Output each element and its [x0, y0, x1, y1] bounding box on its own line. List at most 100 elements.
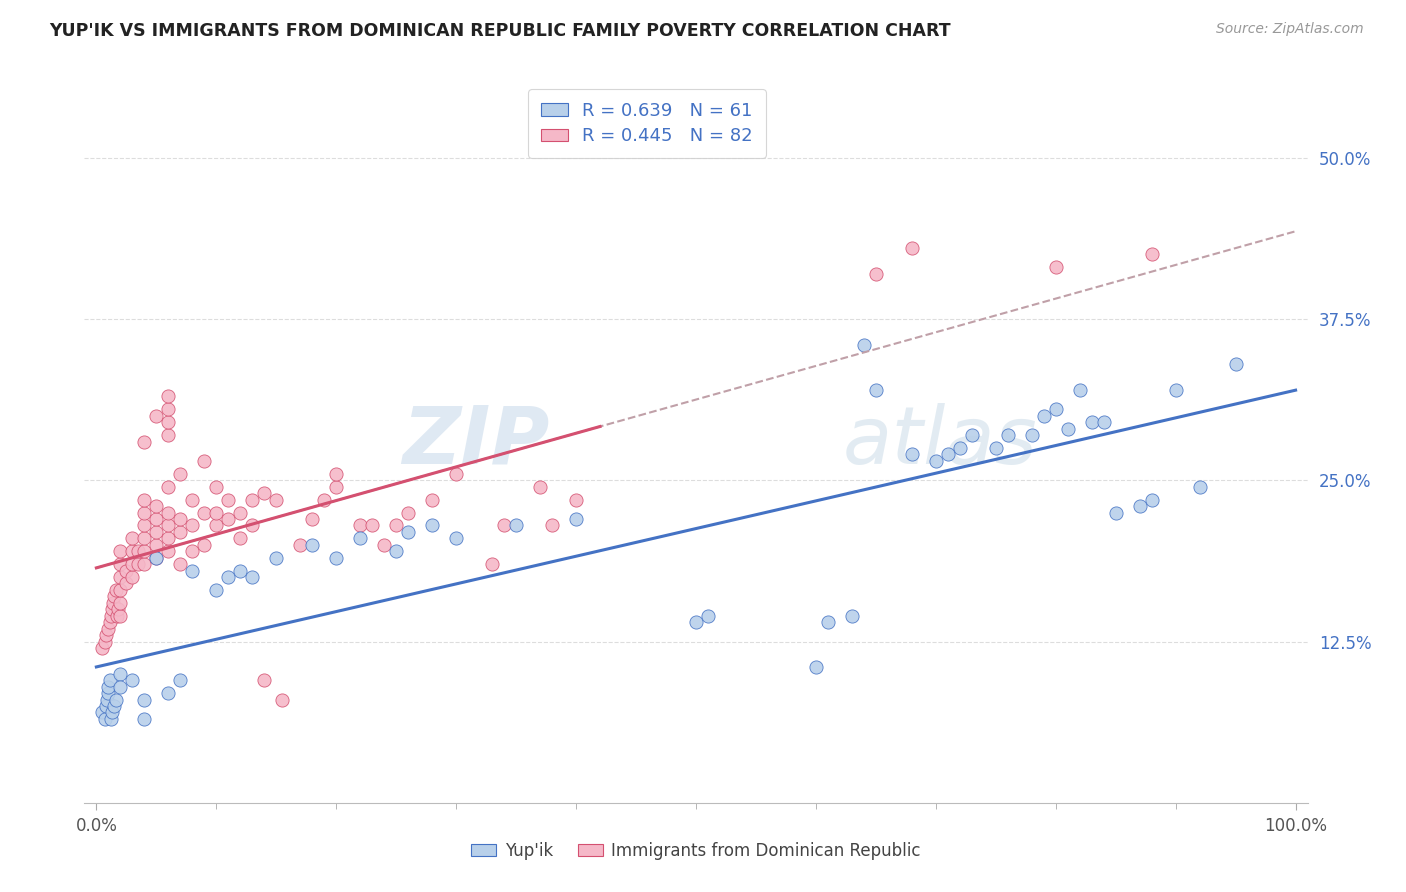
Point [852, 338, 875, 352]
Point [107, 602, 129, 616]
Point [157, 544, 180, 558]
Point [193, 506, 215, 520]
Point [181, 492, 204, 507]
Point [145, 524, 167, 539]
Point [565, 492, 588, 507]
Point [101, 706, 124, 720]
Point [217, 512, 239, 526]
Point [325, 480, 347, 494]
Point [157, 428, 180, 442]
Point [134, 712, 156, 726]
Point [817, 615, 839, 630]
Point [1045, 260, 1067, 275]
Point [98, 673, 121, 688]
Point [110, 596, 132, 610]
Point [91, 640, 114, 655]
Point [100, 608, 122, 623]
Point [264, 492, 287, 507]
Point [1129, 499, 1152, 513]
Point [104, 692, 127, 706]
Point [1021, 428, 1043, 442]
Point [157, 415, 180, 429]
Point [110, 582, 132, 597]
Point [541, 518, 564, 533]
Point [685, 615, 707, 630]
Point [134, 557, 156, 571]
Point [1045, 402, 1067, 417]
Text: ZIP: ZIP [402, 402, 550, 481]
Point [229, 506, 252, 520]
Point [1069, 383, 1091, 397]
Point [110, 570, 132, 584]
Point [134, 531, 156, 545]
Point [1080, 415, 1102, 429]
Point [1105, 506, 1128, 520]
Point [134, 692, 156, 706]
Text: Source: ZipAtlas.com: Source: ZipAtlas.com [1216, 22, 1364, 37]
Point [97, 622, 120, 636]
Point [373, 538, 395, 552]
Point [169, 512, 191, 526]
Point [529, 480, 551, 494]
Point [115, 564, 138, 578]
Point [110, 608, 132, 623]
Point [494, 518, 516, 533]
Point [91, 706, 114, 720]
Point [134, 492, 156, 507]
Point [1092, 415, 1115, 429]
Point [134, 506, 156, 520]
Point [984, 441, 1007, 455]
Point [157, 389, 180, 403]
Point [101, 596, 124, 610]
Point [104, 582, 127, 597]
Point [127, 557, 149, 571]
Point [110, 557, 132, 571]
Point [193, 454, 215, 468]
Point [157, 402, 180, 417]
Point [157, 480, 180, 494]
Point [169, 524, 191, 539]
Point [865, 267, 887, 281]
Point [145, 550, 167, 565]
Point [205, 480, 228, 494]
Point [420, 518, 443, 533]
Point [1140, 492, 1163, 507]
Point [110, 680, 132, 694]
Point [205, 518, 228, 533]
Point [349, 518, 371, 533]
Point [949, 441, 972, 455]
Point [301, 512, 323, 526]
Point [157, 686, 180, 700]
Point [565, 512, 588, 526]
Point [181, 564, 204, 578]
Point [157, 531, 180, 545]
Point [385, 518, 408, 533]
Point [481, 557, 503, 571]
Point [420, 492, 443, 507]
Point [93, 634, 117, 648]
Point [290, 538, 312, 552]
Point [134, 544, 156, 558]
Point [97, 686, 120, 700]
Point [121, 570, 143, 584]
Point [205, 582, 228, 597]
Legend: Yup'ik, Immigrants from Dominican Republic: Yup'ik, Immigrants from Dominican Republ… [464, 836, 928, 867]
Point [193, 538, 215, 552]
Point [444, 467, 467, 481]
Point [361, 518, 384, 533]
Point [264, 550, 287, 565]
Point [169, 557, 191, 571]
Point [169, 467, 191, 481]
Point [110, 666, 132, 681]
Point [505, 518, 527, 533]
Point [901, 241, 924, 255]
Point [121, 531, 143, 545]
Point [105, 608, 128, 623]
Point [925, 454, 948, 468]
Point [841, 608, 863, 623]
Point [145, 538, 167, 552]
Point [134, 434, 156, 449]
Point [240, 518, 263, 533]
Point [121, 557, 143, 571]
Point [901, 447, 924, 461]
